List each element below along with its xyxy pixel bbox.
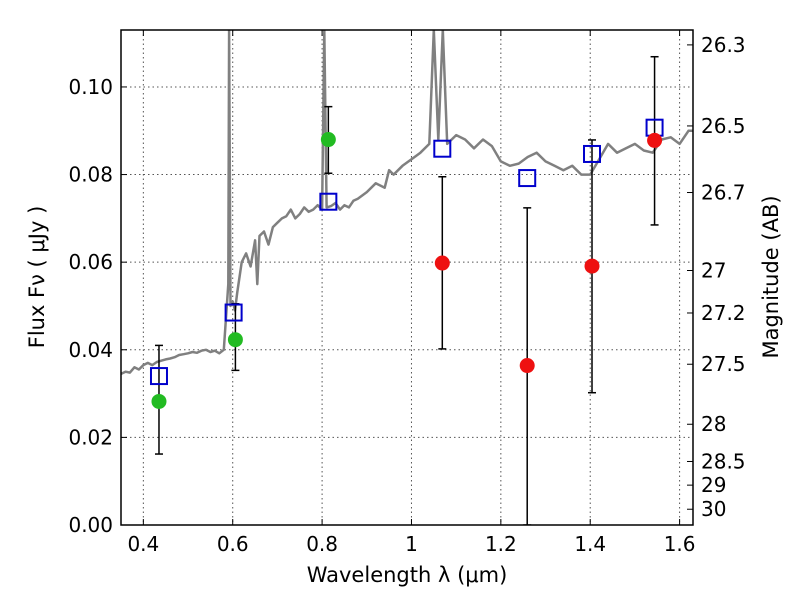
model-point-square [319,192,338,211]
y2-tick-label: 27 [701,258,726,282]
model-spectrum-line [121,30,693,376]
model-point-square [224,303,243,322]
plot-area [121,30,693,525]
y2-tick-label: 26.5 [701,114,746,138]
observed-point-circle [519,358,535,374]
x-tick-label: 1 [405,532,418,556]
y-tick-label: 0.00 [68,513,113,537]
y2-tick-label: 30 [701,497,726,521]
model-point-square [583,144,602,163]
x-tick-label: 1.6 [664,532,696,556]
y2-tick-label: 29 [701,473,726,497]
x-tick-label: 1.2 [485,532,517,556]
y2-tick-label: 27.2 [701,301,746,325]
y2-tick-label: 28 [701,412,726,436]
plot-frame [120,29,694,526]
y2-axis-label: Magnitude (AB) [759,195,783,358]
x-tick-label: 1.4 [574,532,606,556]
model-point-square [433,139,452,158]
y-axis-label: Flux Fν ( μJy ) [25,206,49,349]
x-tick-label: 0.6 [217,532,249,556]
observed-point-circle [584,258,600,274]
observed-point-circle [647,132,663,148]
axis-ticks: 0.4 0.6 0.8 1 1.2 1.4 1.6 0.00 0.02 0.04 0.06 0.08 0… [68,30,746,556]
model-point-square [149,367,168,386]
y-tick-label: 0.06 [68,250,113,274]
observed-point-circle [320,132,336,148]
y2-tick-label: 28.5 [701,449,746,473]
grid [121,30,693,526]
x-tick-label: 0.8 [306,532,338,556]
observed-point-circle [151,393,167,409]
y-tick-label: 0.10 [68,75,113,99]
y-tick-label: 0.08 [68,163,113,187]
y2-tick-label: 26.3 [701,33,746,57]
model-point-square [518,169,537,188]
y2-tick-label: 26.7 [701,181,746,205]
observed-point-circle [434,255,450,271]
observed-point-circle [227,332,243,348]
y-tick-label: 0.04 [68,338,113,362]
x-tick-label: 0.4 [127,532,159,556]
y2-tick-label: 27.5 [701,352,746,376]
y-tick-label: 0.02 [68,425,113,449]
x-axis-label: Wavelength λ (μm) [307,563,508,587]
